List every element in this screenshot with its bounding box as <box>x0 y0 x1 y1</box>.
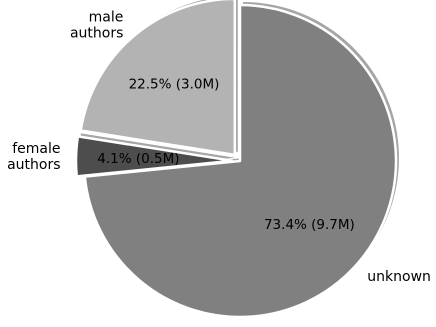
slice-category-label-line: unknown <box>367 269 431 285</box>
slice-value-label-male-authors: 22.5% (3.0M) <box>129 77 220 93</box>
pie-slices <box>74 0 398 319</box>
slice-category-label-line: male <box>89 9 124 25</box>
slice-category-label-line: authors <box>70 25 123 41</box>
slice-value-label-unknown: 73.4% (9.7M) <box>264 217 355 233</box>
slice-category-label-female-authors: female authors <box>7 141 60 173</box>
slice-value-label-female-authors: 4.1% (0.5M) <box>97 151 179 167</box>
pie-slice-female-authors <box>74 135 234 178</box>
slice-category-label-male-authors: male authors <box>70 9 123 41</box>
slice-category-label-line: female <box>12 141 60 157</box>
slice-category-label-line: authors <box>7 157 60 173</box>
pie-slice-unknown <box>83 3 398 319</box>
pie-slice-male-authors <box>79 0 237 157</box>
slice-category-label-unknown: unknown <box>367 269 431 285</box>
